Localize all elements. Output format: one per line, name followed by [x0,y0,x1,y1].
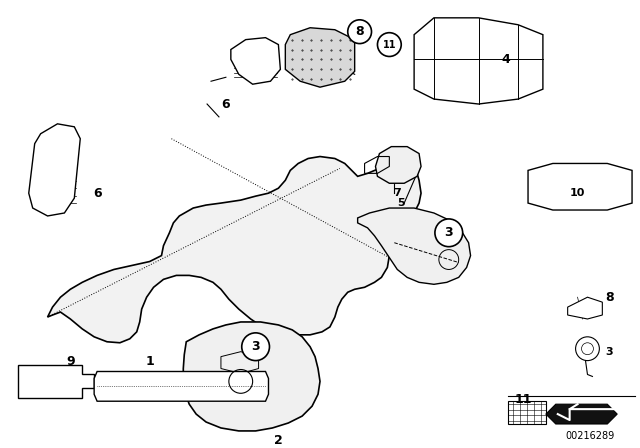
Polygon shape [94,371,269,401]
Text: 8: 8 [355,25,364,38]
Polygon shape [414,18,543,104]
Text: 5: 5 [397,198,405,208]
Circle shape [348,20,371,43]
Text: 3: 3 [605,347,613,357]
Text: 6: 6 [221,98,230,111]
Text: 1: 1 [145,355,154,368]
Text: 00216289: 00216289 [566,431,615,441]
Text: 7: 7 [394,188,401,198]
Text: 11: 11 [383,39,396,50]
Text: 6: 6 [93,187,101,200]
Polygon shape [285,28,355,87]
Text: 10: 10 [570,188,585,198]
Polygon shape [528,164,632,210]
Text: 4: 4 [502,53,511,66]
Polygon shape [29,124,80,216]
Polygon shape [546,404,617,424]
Polygon shape [376,146,421,183]
Polygon shape [183,322,320,431]
Text: 3: 3 [252,340,260,353]
Text: 8: 8 [605,291,614,304]
Polygon shape [231,38,280,84]
Text: 9: 9 [66,355,75,368]
Polygon shape [358,208,470,284]
Text: 2: 2 [274,435,283,448]
Circle shape [378,33,401,56]
Polygon shape [568,297,602,319]
Text: 11: 11 [515,393,532,406]
Polygon shape [18,365,94,398]
Polygon shape [508,401,546,424]
Text: 3: 3 [444,226,453,239]
Circle shape [242,333,269,361]
Circle shape [435,219,463,247]
Polygon shape [47,156,421,343]
